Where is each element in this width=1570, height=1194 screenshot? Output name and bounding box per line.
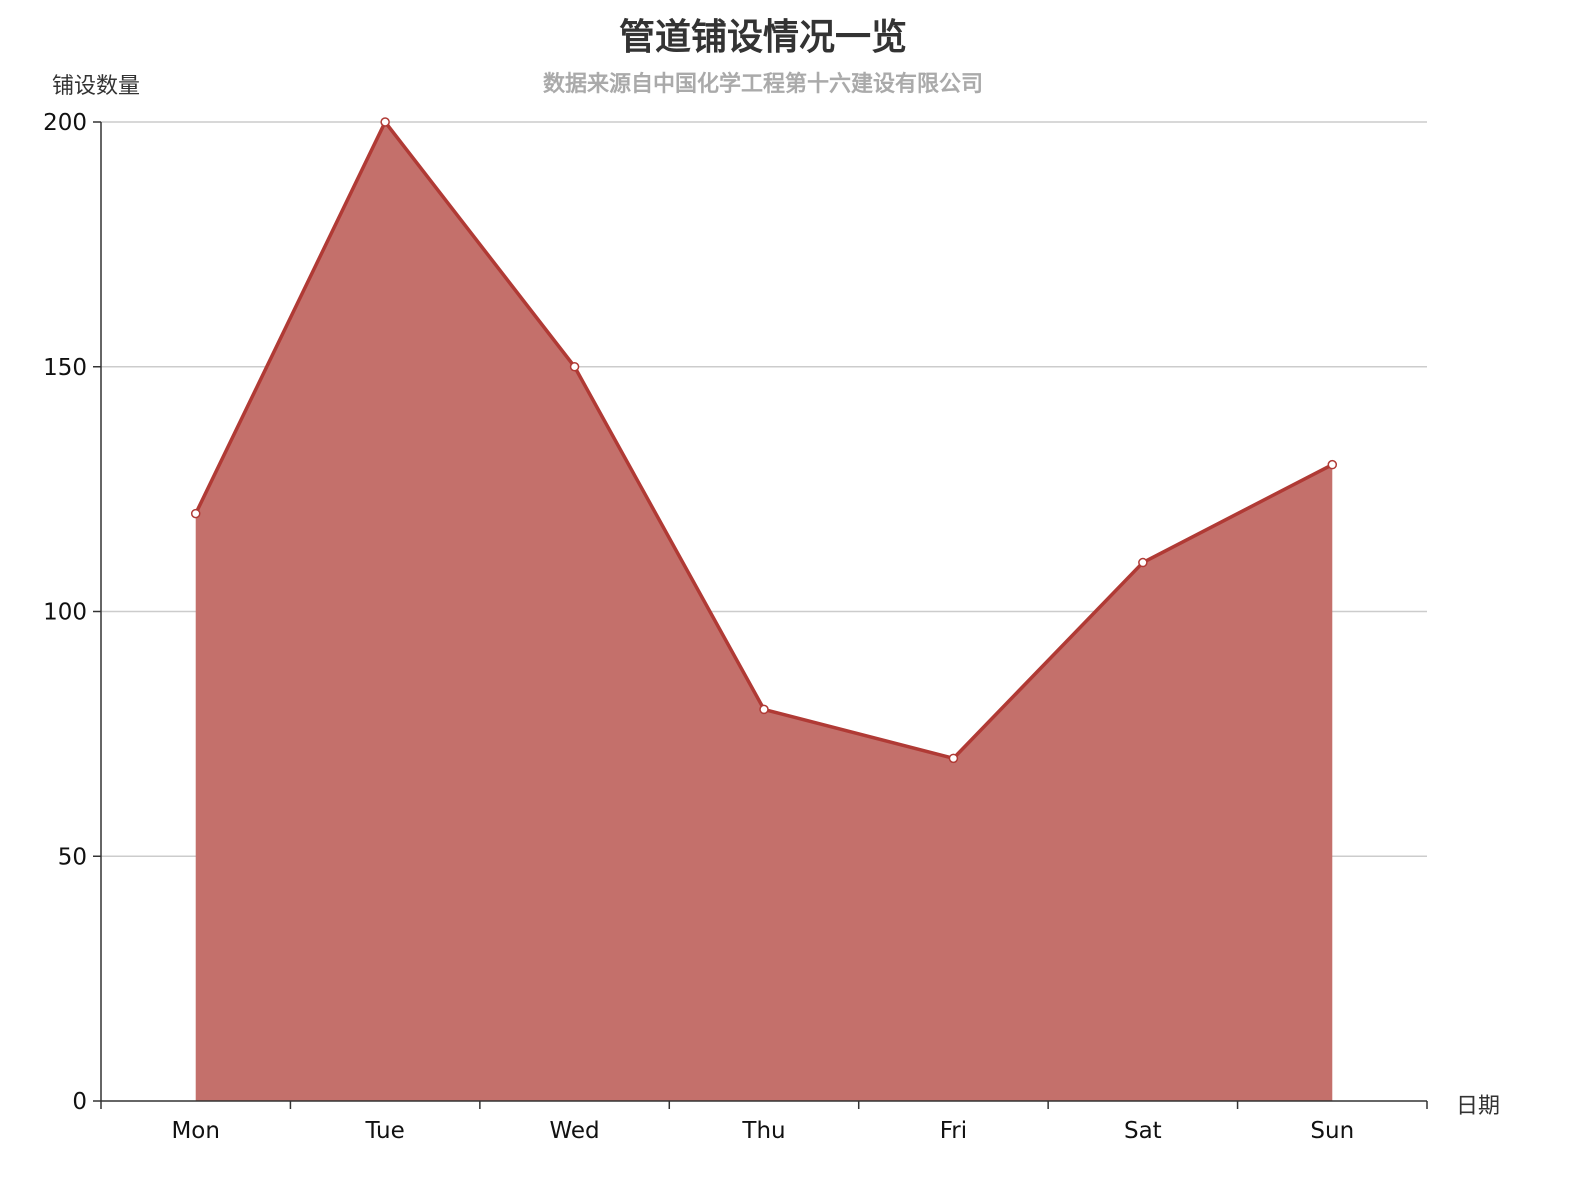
series-area xyxy=(195,122,1333,1101)
data-point xyxy=(380,117,390,127)
y-tick-label: 0 xyxy=(72,1089,87,1115)
x-tick-label: Mon xyxy=(171,1118,220,1144)
data-point xyxy=(1138,557,1148,568)
x-tick-label: Sat xyxy=(1124,1118,1162,1144)
y-tick-label: 150 xyxy=(43,355,87,381)
data-point xyxy=(190,508,201,519)
y-tick-label: 200 xyxy=(43,110,87,136)
chart-title: 管道铺设情况一览 xyxy=(618,17,907,58)
data-point xyxy=(948,753,959,764)
x-tick-label: Tue xyxy=(364,1118,404,1144)
chart-subtitle: 数据来源自中国化学工程第十六建设有限公司 xyxy=(542,72,983,97)
data-point xyxy=(569,362,580,372)
x-tick-label: Sun xyxy=(1310,1118,1354,1144)
x-tick-label: Wed xyxy=(549,1118,599,1144)
x-tick-label: Fri xyxy=(940,1118,967,1144)
data-point xyxy=(1327,459,1338,470)
x-tick-label: Thu xyxy=(741,1118,785,1144)
y-axis-label: 铺设数量 xyxy=(52,74,141,99)
x-axis-label: 日期 xyxy=(1456,1094,1501,1119)
y-tick-label: 100 xyxy=(43,600,87,626)
data-point xyxy=(759,704,769,715)
y-tick-label: 50 xyxy=(58,844,87,870)
